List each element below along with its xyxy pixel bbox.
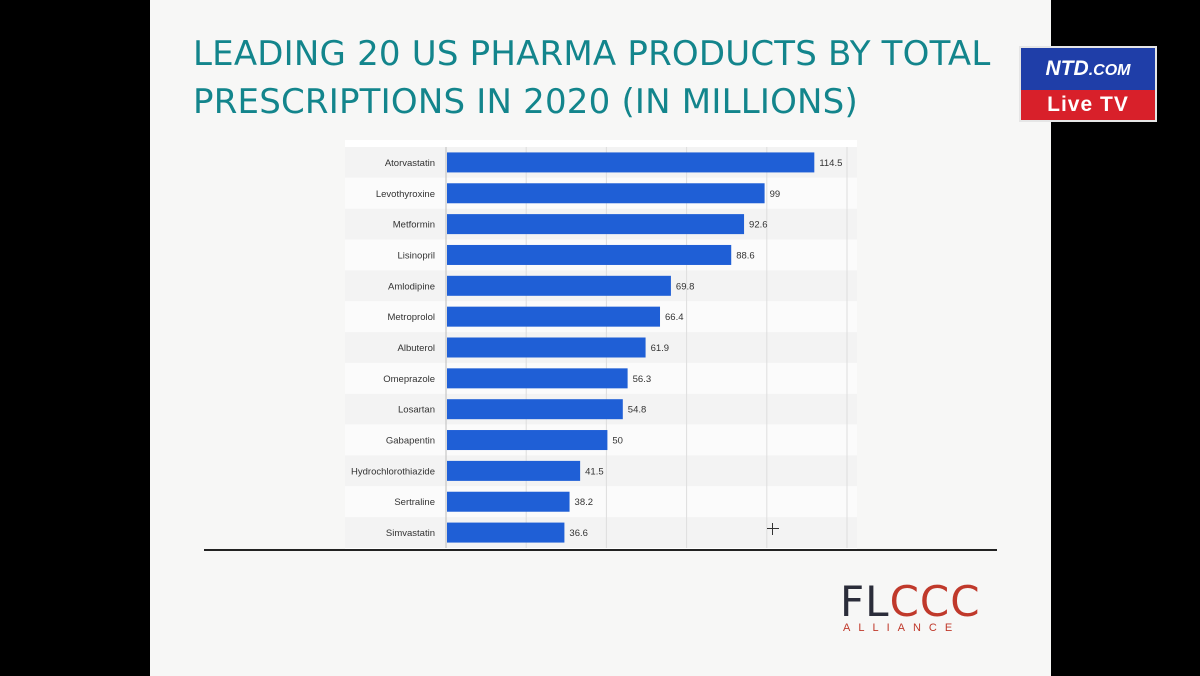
ntd-domain: .COM bbox=[1088, 62, 1131, 79]
ntd-brand-name: NTD bbox=[1045, 57, 1089, 80]
bar bbox=[447, 183, 765, 204]
bar bbox=[447, 399, 623, 420]
bar bbox=[447, 337, 646, 358]
category-label: Omeprazole bbox=[383, 374, 435, 385]
value-label: 38.2 bbox=[575, 497, 594, 508]
row-band bbox=[345, 455, 857, 487]
row-band bbox=[345, 486, 857, 518]
category-label: Metroprolol bbox=[387, 312, 435, 323]
bar bbox=[447, 152, 815, 173]
value-label: 88.6 bbox=[736, 250, 755, 261]
value-label: 50 bbox=[612, 436, 623, 447]
category-label: Hydrochlorothiazide bbox=[351, 466, 435, 477]
category-label: Atorvastatin bbox=[385, 158, 435, 169]
live-tv-label: Live TV bbox=[1021, 90, 1155, 120]
bar bbox=[447, 491, 570, 512]
bar bbox=[447, 522, 565, 543]
bar bbox=[447, 275, 671, 296]
value-label: 92.6 bbox=[749, 220, 768, 231]
flccc-logo: FLCCC ALLIANCE bbox=[840, 580, 1000, 640]
value-label: 56.3 bbox=[633, 374, 652, 385]
logo-dark-letters: FL bbox=[840, 577, 890, 626]
category-label: Sertraline bbox=[394, 497, 435, 508]
category-label: Simvastatin bbox=[386, 528, 435, 539]
category-label: Levothyroxine bbox=[376, 189, 435, 200]
presentation-slide: LEADING 20 US PHARMA PRODUCTS BY TOTAL P… bbox=[150, 0, 1051, 676]
logo-wordmark: FLCCC bbox=[840, 580, 1000, 624]
category-label: Amlodipine bbox=[388, 281, 435, 292]
value-label: 61.9 bbox=[651, 343, 670, 354]
value-label: 41.5 bbox=[585, 466, 604, 477]
ntd-brand: NTD.COM bbox=[1021, 48, 1155, 90]
crosshair-cursor-icon bbox=[767, 523, 779, 535]
logo-subtitle: ALLIANCE bbox=[843, 622, 961, 634]
category-label: Losartan bbox=[398, 405, 435, 416]
bar bbox=[447, 244, 732, 265]
bar-chart: Atorvastatin 114.5 Levothyroxine 99 Metformi… bbox=[345, 140, 857, 550]
value-label: 66.4 bbox=[665, 312, 684, 323]
category-label: Metformin bbox=[393, 220, 435, 231]
divider-line bbox=[204, 549, 997, 551]
value-label: 36.6 bbox=[569, 528, 588, 539]
bar bbox=[447, 460, 581, 481]
value-label: 69.8 bbox=[676, 281, 695, 292]
bar bbox=[447, 214, 745, 235]
logo-red-letters: CCC bbox=[889, 577, 981, 626]
slide-title: LEADING 20 US PHARMA PRODUCTS BY TOTAL P… bbox=[193, 34, 991, 122]
value-label: 114.5 bbox=[819, 158, 842, 169]
ntd-live-badge: NTD.COM Live TV bbox=[1019, 46, 1157, 122]
category-label: Albuterol bbox=[398, 343, 436, 354]
category-label: Lisinopril bbox=[398, 250, 436, 261]
bar-chart-svg: Atorvastatin 114.5 Levothyroxine 99 Metformi… bbox=[345, 147, 857, 548]
bar bbox=[447, 430, 608, 451]
bar bbox=[447, 368, 628, 389]
row-band bbox=[345, 517, 857, 548]
bar bbox=[447, 306, 661, 327]
value-label: 99 bbox=[770, 189, 781, 200]
category-label: Gabapentin bbox=[386, 436, 435, 447]
value-label: 54.8 bbox=[628, 405, 647, 416]
